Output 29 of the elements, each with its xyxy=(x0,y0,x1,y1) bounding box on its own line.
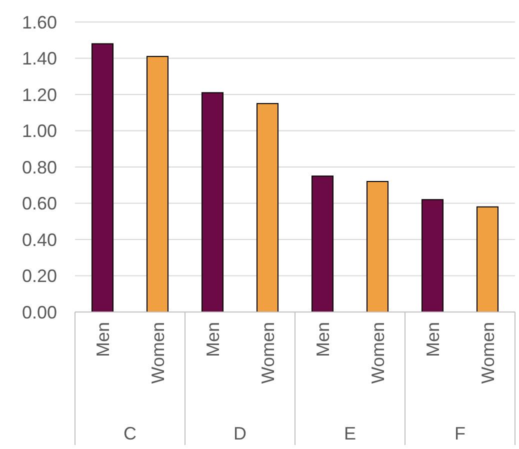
x-tick-label: D xyxy=(234,423,246,444)
bar xyxy=(202,92,224,312)
y-tick-label: 0.00 xyxy=(22,302,57,322)
y-tick-label: 0.60 xyxy=(22,194,57,214)
y-tick-label: 1.60 xyxy=(22,12,57,32)
text: Men xyxy=(202,322,223,358)
bar xyxy=(422,199,444,312)
text: Women xyxy=(478,322,498,384)
bar xyxy=(476,206,498,312)
text: Women xyxy=(258,322,278,384)
y-tick-label: 1.40 xyxy=(22,48,57,69)
text: Women xyxy=(368,322,388,384)
x-tick-label: F xyxy=(454,423,466,444)
text: Men xyxy=(312,322,333,358)
x-tick-label: C xyxy=(124,423,136,444)
text: Women xyxy=(148,322,168,384)
y-tick-label: 0.80 xyxy=(22,157,57,178)
text: Men xyxy=(92,322,113,358)
y-tick-label: 0.40 xyxy=(22,230,57,250)
bar xyxy=(312,176,334,312)
x-tick-label: E xyxy=(344,423,356,444)
bar xyxy=(256,103,278,312)
bar xyxy=(366,181,388,312)
text: Men xyxy=(422,322,443,358)
y-tick-label: 1.00 xyxy=(22,121,57,142)
y-tick-label: 0.20 xyxy=(22,266,57,286)
y-tick-label: 1.20 xyxy=(22,84,57,105)
bar xyxy=(92,43,114,312)
bar xyxy=(146,56,168,312)
